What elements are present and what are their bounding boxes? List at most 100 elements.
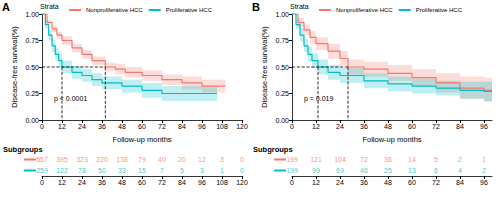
svg-text:79: 79 [138,156,146,163]
svg-text:48: 48 [384,179,392,186]
svg-text:120: 120 [236,179,248,186]
svg-text:0.75: 0.75 [25,37,39,44]
svg-text:60: 60 [408,179,416,186]
svg-text:48: 48 [384,123,392,130]
svg-text:24: 24 [78,123,86,130]
svg-text:0.75: 0.75 [275,37,289,44]
svg-text:14: 14 [408,156,416,163]
svg-text:0: 0 [40,179,44,186]
svg-text:0: 0 [290,123,294,130]
svg-text:220: 220 [96,156,108,163]
svg-text:72: 72 [432,179,440,186]
svg-text:40: 40 [158,156,166,163]
svg-text:104: 104 [334,156,346,163]
svg-text:0.00: 0.00 [275,117,289,124]
svg-text:5: 5 [434,156,438,163]
svg-text:5: 5 [180,167,184,174]
svg-text:50: 50 [98,167,106,174]
svg-text:20: 20 [178,156,186,163]
svg-text:Proliferative HCC: Proliferative HCC [166,7,213,13]
svg-text:72: 72 [158,123,166,130]
svg-text:36: 36 [98,123,106,130]
svg-text:0.25: 0.25 [275,90,289,97]
svg-text:Disease-free survival(%): Disease-free survival(%) [10,26,19,108]
svg-text:0: 0 [240,156,244,163]
svg-text:60: 60 [138,179,146,186]
svg-text:B: B [252,1,260,13]
svg-text:12: 12 [312,179,320,186]
svg-text:84: 84 [178,123,186,130]
svg-text:60: 60 [408,123,416,130]
svg-text:96: 96 [480,123,488,130]
svg-text:24: 24 [336,179,344,186]
svg-text:72: 72 [432,123,440,130]
svg-text:0: 0 [290,179,294,186]
svg-text:p = 0.019: p = 0.019 [304,95,333,103]
svg-text:Proliferative HCC: Proliferative HCC [416,7,463,13]
svg-text:Nonproliferative HCC: Nonproliferative HCC [336,7,393,13]
svg-text:36: 36 [360,123,368,130]
svg-text:p < 0.0001: p < 0.0001 [54,95,87,103]
svg-text:0.50: 0.50 [275,64,289,71]
svg-text:Subgroups: Subgroups [3,145,43,154]
svg-text:96: 96 [198,123,206,130]
svg-text:557: 557 [36,156,48,163]
svg-text:0.50: 0.50 [25,64,39,71]
svg-text:Strata: Strata [40,3,59,10]
svg-text:78: 78 [78,167,86,174]
svg-text:Nonproliferative HCC: Nonproliferative HCC [86,7,143,13]
svg-text:4: 4 [458,167,462,174]
svg-text:395: 395 [56,156,68,163]
svg-text:A: A [2,1,10,13]
svg-text:84: 84 [456,179,464,186]
svg-text:0.00: 0.00 [25,117,39,124]
svg-text:108: 108 [216,123,228,130]
svg-text:0: 0 [40,123,44,130]
svg-text:36: 36 [360,179,368,186]
svg-text:0.25: 0.25 [25,90,39,97]
svg-text:6: 6 [434,167,438,174]
svg-text:323: 323 [76,156,88,163]
svg-text:99: 99 [312,167,320,174]
svg-text:12: 12 [198,156,206,163]
svg-text:Strata: Strata [290,3,309,10]
svg-text:Subgroups: Subgroups [253,145,293,154]
svg-text:96: 96 [480,179,488,186]
svg-text:48: 48 [118,179,126,186]
svg-text:25: 25 [384,167,392,174]
svg-text:0: 0 [240,167,244,174]
svg-text:1.00: 1.00 [275,11,289,18]
svg-text:72: 72 [360,156,368,163]
svg-text:69: 69 [336,167,344,174]
svg-text:60: 60 [138,123,146,130]
svg-text:2: 2 [482,167,486,174]
svg-text:46: 46 [360,167,368,174]
svg-text:24: 24 [78,179,86,186]
svg-text:24: 24 [336,123,344,130]
svg-text:12: 12 [312,123,320,130]
svg-text:12: 12 [58,123,66,130]
svg-text:Follow-up months: Follow-up months [112,135,171,144]
svg-text:120: 120 [236,123,248,130]
svg-text:7: 7 [160,167,164,174]
svg-text:15: 15 [138,167,146,174]
svg-text:96: 96 [198,179,206,186]
svg-text:72: 72 [158,179,166,186]
svg-text:199: 199 [286,167,298,174]
svg-text:138: 138 [116,156,128,163]
svg-text:121: 121 [310,156,322,163]
svg-text:33: 33 [118,167,126,174]
svg-text:Disease-free survival(%): Disease-free survival(%) [260,26,269,108]
svg-text:36: 36 [384,156,392,163]
svg-text:36: 36 [98,179,106,186]
svg-text:3: 3 [220,156,224,163]
svg-text:199: 199 [286,156,298,163]
svg-text:1.00: 1.00 [25,11,39,18]
svg-text:1: 1 [220,167,224,174]
svg-text:108: 108 [216,179,228,186]
svg-text:48: 48 [118,123,126,130]
svg-text:3: 3 [200,167,204,174]
svg-text:259: 259 [36,167,48,174]
svg-text:2: 2 [458,156,462,163]
svg-text:13: 13 [408,167,416,174]
